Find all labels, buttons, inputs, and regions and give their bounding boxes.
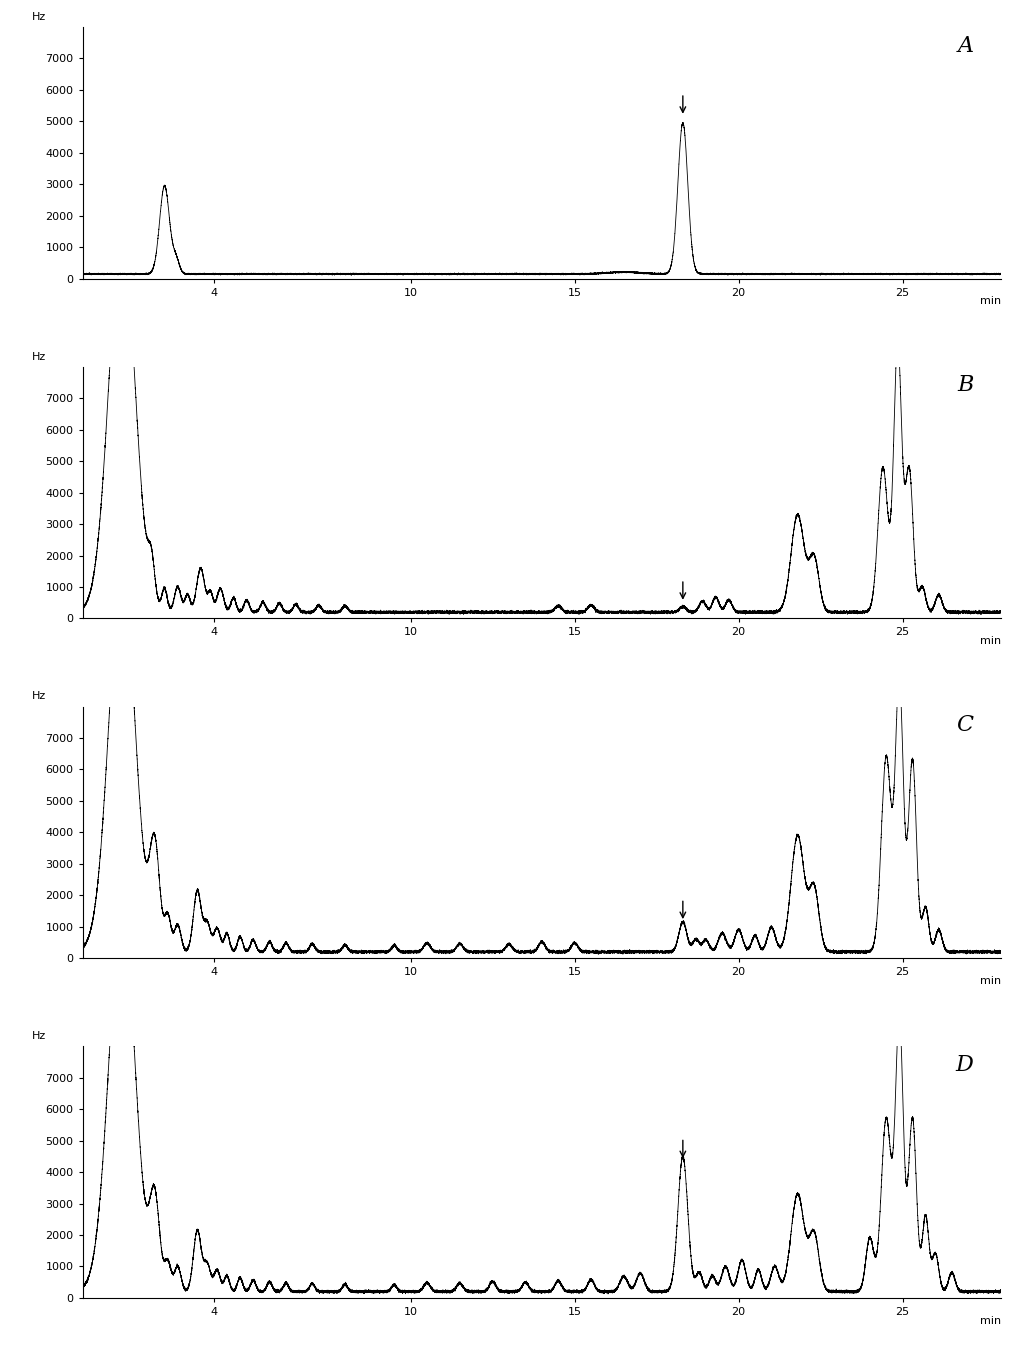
Text: min: min <box>980 635 1001 646</box>
Text: min: min <box>980 1315 1001 1325</box>
Text: D: D <box>956 1053 973 1076</box>
Text: Hz: Hz <box>32 1032 46 1041</box>
Text: Hz: Hz <box>32 12 46 22</box>
Text: A: A <box>958 35 973 57</box>
Text: Hz: Hz <box>32 691 46 702</box>
Text: B: B <box>957 375 973 396</box>
Text: C: C <box>957 714 973 735</box>
Text: min: min <box>980 296 1001 307</box>
Text: Hz: Hz <box>32 352 46 362</box>
Text: min: min <box>980 976 1001 986</box>
